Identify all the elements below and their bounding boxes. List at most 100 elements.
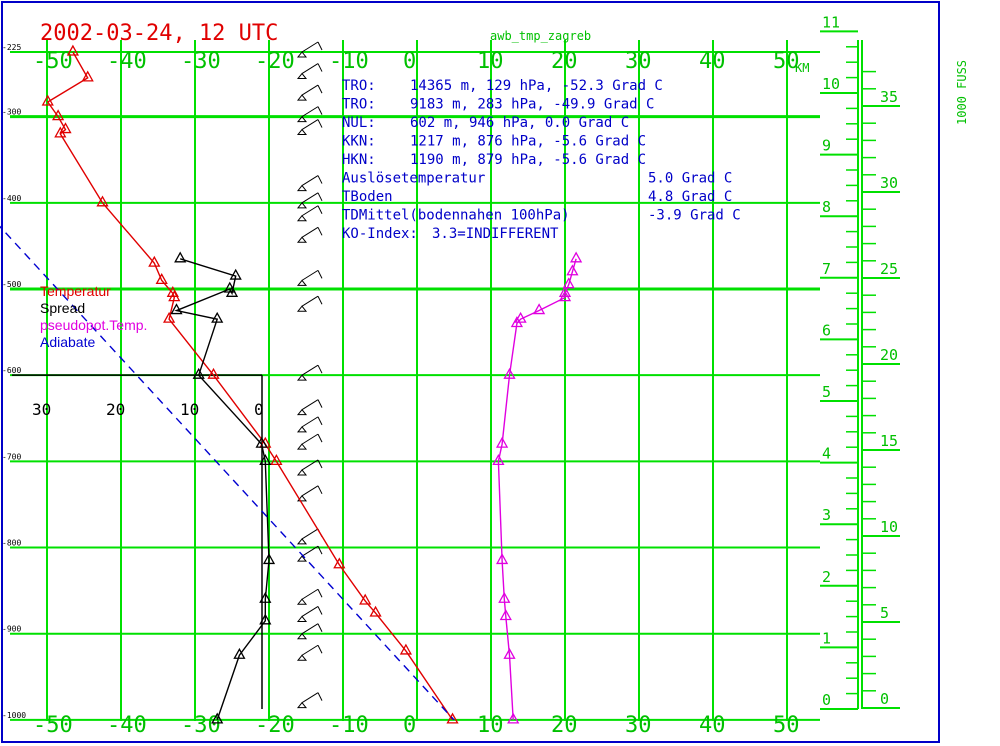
wind-barb-station — [296, 202, 308, 209]
wind-barb-shaft — [301, 588, 319, 600]
info-label: Auslösetemperatur — [342, 171, 485, 187]
wind-barb-station — [296, 469, 308, 476]
wind-barb-feather — [317, 485, 323, 495]
info-label: TRO: — [342, 97, 376, 113]
wind-barb-feather — [317, 192, 323, 202]
info-value: 1190 m, 879 hPa, -5.6 Grad C — [410, 152, 646, 168]
series-point — [168, 290, 181, 302]
wind-barb-shaft — [301, 119, 319, 130]
wind-barb-feather — [317, 589, 323, 598]
temperature-tick-label-top: 20 — [551, 49, 578, 74]
wind-barb — [296, 399, 323, 416]
wind-barb-shaft — [301, 528, 319, 540]
fuss-tick-label: 25 — [880, 260, 898, 278]
wind-barb — [296, 623, 323, 640]
info-value: 4.8 Grad C — [648, 189, 732, 205]
wind-barb-shaft — [301, 295, 319, 307]
series-point — [54, 126, 67, 138]
km-tick-label: 8 — [822, 198, 831, 216]
legend-entry: Spread — [40, 300, 85, 316]
wind-barb-feather — [317, 645, 323, 654]
series-point — [503, 647, 516, 659]
wind-barb-feather — [317, 416, 323, 426]
wind-barb-shaft — [301, 175, 319, 187]
wind-barb-station — [296, 115, 308, 123]
wind-barb-shaft — [301, 84, 319, 96]
temperature-tick-label-bottom: -50 — [33, 713, 73, 738]
wind-barb-shaft — [301, 63, 319, 74]
series-point — [41, 94, 54, 106]
temperature-tick-label-bottom: 10 — [477, 713, 504, 738]
pressure-tick-label: -300 — [2, 108, 21, 117]
series-point — [532, 303, 546, 315]
series-point — [66, 44, 80, 56]
legend-entry: Adiabate — [40, 334, 95, 350]
wind-barb-feather — [317, 692, 323, 701]
temperature-tick-label-top: 10 — [477, 49, 504, 74]
series-point — [174, 251, 187, 263]
wind-barb — [296, 416, 323, 433]
temperature-tick-label-top: 0 — [403, 49, 416, 74]
temperature-tick-label-bottom: 40 — [699, 713, 726, 738]
wind-barb-station — [296, 94, 308, 101]
km-tick-label: 9 — [822, 137, 831, 155]
wind-barb-feather — [317, 296, 323, 305]
wind-barb — [296, 545, 323, 562]
series-point — [207, 367, 220, 379]
km-tick-label: 11 — [822, 13, 840, 31]
spread-tick-label: 30 — [32, 400, 51, 419]
info-value: 5.0 Grad C — [648, 171, 732, 187]
wind-barb-station — [296, 555, 308, 562]
wind-barb — [296, 84, 323, 101]
pressure-tick-label: -400 — [2, 194, 21, 203]
series-point — [359, 593, 372, 605]
temperature-tick-label-bottom: -20 — [255, 713, 295, 738]
wind-barb — [296, 588, 323, 605]
wind-barb-shaft — [301, 269, 319, 281]
series-point — [81, 70, 94, 82]
spread-tick-label: 20 — [106, 400, 125, 419]
series-point — [558, 290, 572, 302]
series-point — [399, 643, 413, 655]
series-point — [223, 281, 236, 293]
wind-barb — [296, 433, 323, 450]
series-point — [148, 255, 161, 267]
info-value: 3.3=INDIFFERENT — [432, 226, 559, 242]
series-point — [569, 251, 583, 263]
wind-barb-shaft — [301, 606, 319, 617]
series-point — [229, 268, 242, 280]
wind-barb — [296, 364, 323, 381]
wind-barb-feather — [317, 84, 323, 94]
series-point — [233, 647, 246, 659]
wind-barb-feather — [317, 459, 323, 469]
series-point — [166, 285, 179, 297]
series-point — [503, 367, 516, 379]
km-tick-label: 4 — [822, 445, 831, 463]
series-point — [170, 303, 183, 315]
fuss-tick-label: 10 — [880, 518, 898, 536]
wind-barb-shaft — [301, 41, 319, 53]
wind-barb-shaft — [301, 192, 319, 204]
wind-barb-shaft — [301, 644, 319, 656]
fuss-tick-label: 30 — [880, 174, 898, 192]
pressure-tick-label: -600 — [2, 366, 21, 375]
km-tick-label: 6 — [822, 321, 831, 339]
pressure-tick-label: -225 — [2, 43, 21, 52]
wind-barb-shaft — [301, 485, 319, 497]
series-point — [59, 122, 72, 134]
series-point — [259, 613, 272, 625]
wind-barb-feather — [317, 399, 323, 408]
wind-barb-feather — [317, 433, 323, 443]
wind-barb-feather — [317, 119, 323, 128]
temperature-tick-label-bottom: -30 — [181, 713, 221, 738]
temperature-tick-label-top: 30 — [625, 49, 652, 74]
info-label: TDMittel(bodennahen 100hPa) — [342, 208, 570, 224]
pressure-tick-label: -1000 — [2, 711, 26, 720]
temperature-tick-label-top: -10 — [329, 49, 369, 74]
series-point — [495, 553, 509, 565]
wind-barb — [296, 269, 323, 286]
wind-barb-station — [296, 426, 308, 433]
info-value: 14365 m, 129 hPa, -52.3 Grad C — [410, 78, 663, 94]
wind-barb — [296, 485, 323, 502]
